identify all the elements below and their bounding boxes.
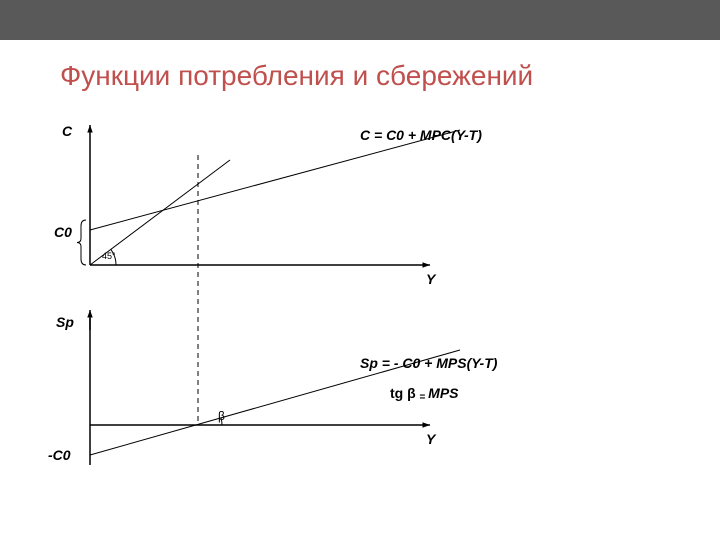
top-45deg-label: 45° — [102, 251, 116, 261]
slope-prefix: tg β — [390, 385, 420, 401]
bottom-axis-sp-label: Sp — [56, 314, 74, 330]
diagram-canvas — [0, 0, 720, 540]
slope-mps-label: tg β = MPS — [390, 385, 459, 403]
top-axis-y-label: Y — [426, 271, 435, 287]
slope-val: MPS — [428, 385, 458, 401]
consumption-function-label: C = C0 + MPC(Y-T) — [360, 127, 482, 143]
top-intercept-label: C0 — [54, 224, 72, 240]
bottom-intercept-label: -C0 — [48, 447, 71, 463]
bottom-beta-label: β — [218, 409, 225, 423]
top-axis-c-label: C — [62, 123, 72, 139]
slope-eq: = — [420, 392, 429, 403]
bottom-axis-y-label: Y — [426, 431, 435, 447]
savings-function-label: Sp = - C0 + MPS(Y-T) — [360, 355, 497, 371]
